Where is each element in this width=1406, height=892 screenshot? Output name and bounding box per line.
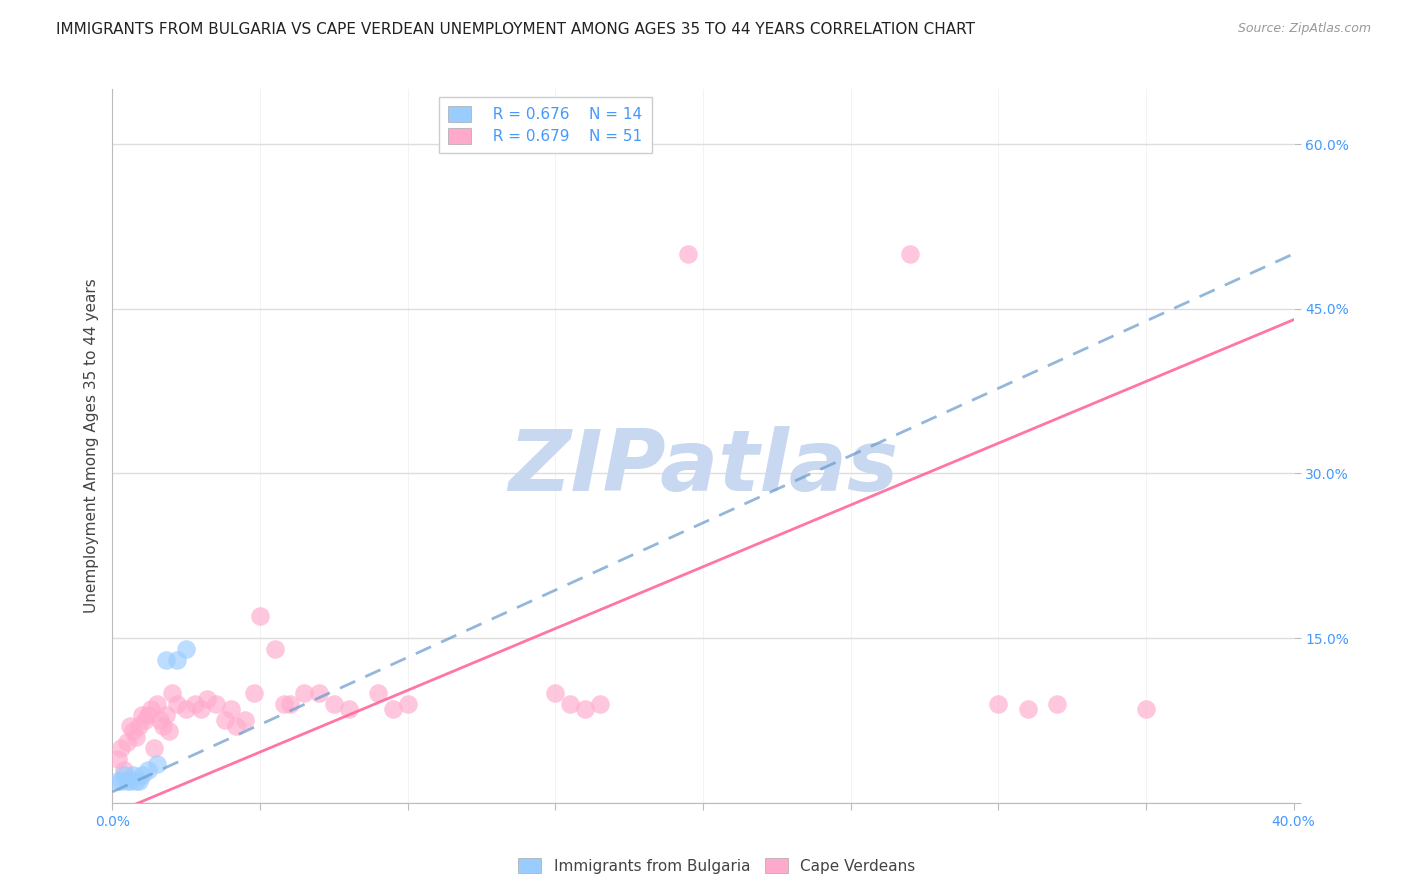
Point [122,724,145,739]
Point [174,702,197,716]
Point [219,702,242,716]
Point [107,773,129,788]
Point [574,702,596,716]
Point [174,642,197,657]
Point [120,773,142,788]
Point [278,697,301,711]
Point [184,697,207,711]
Point [225,719,247,733]
Point [323,697,346,711]
Point [233,714,256,728]
Point [120,719,142,733]
Point [125,730,148,744]
Point [264,642,287,657]
Point [146,697,169,711]
Point [160,686,183,700]
Point [136,763,159,777]
Point [308,686,330,700]
Point [155,653,177,667]
Point [110,740,132,755]
Text: Source: ZipAtlas.com: Source: ZipAtlas.com [1237,22,1371,36]
Point [128,719,150,733]
Point [1046,697,1069,711]
Point [107,752,129,766]
Point [987,697,1010,711]
Point [146,757,169,772]
Point [110,773,132,788]
Legend:   R = 0.676    N = 14,   R = 0.679    N = 51: R = 0.676 N = 14, R = 0.679 N = 51 [439,97,651,153]
Point [558,697,582,711]
Point [243,686,266,700]
Point [117,773,138,788]
Text: ZIPatlas: ZIPatlas [508,425,898,509]
Point [152,719,174,733]
Point [382,702,405,716]
Point [122,768,145,782]
Y-axis label: Unemployment Among Ages 35 to 44 years: Unemployment Among Ages 35 to 44 years [83,278,98,614]
Point [131,768,153,782]
Point [898,247,921,261]
Point [117,735,138,749]
Point [139,702,162,716]
Point [678,247,700,261]
Text: IMMIGRANTS FROM BULGARIA VS CAPE VERDEAN UNEMPLOYMENT AMONG AGES 35 TO 44 YEARS : IMMIGRANTS FROM BULGARIA VS CAPE VERDEAN… [56,22,976,37]
Point [273,697,295,711]
Point [149,714,172,728]
Point [157,724,180,739]
Legend: Immigrants from Bulgaria, Cape Verdeans: Immigrants from Bulgaria, Cape Verdeans [512,852,922,880]
Point [166,697,188,711]
Point [367,686,389,700]
Point [131,708,153,723]
Point [1017,702,1039,716]
Point [249,609,271,624]
Point [128,773,150,788]
Point [292,686,315,700]
Point [195,691,218,706]
Point [112,768,135,782]
Point [337,702,360,716]
Point [166,653,188,667]
Point [112,763,135,777]
Point [396,697,419,711]
Point [136,708,159,723]
Point [142,740,165,755]
Point [205,697,228,711]
Point [190,702,212,716]
Point [1135,702,1157,716]
Point [588,697,610,711]
Point [155,708,177,723]
Point [544,686,567,700]
Point [214,714,236,728]
Point [134,714,156,728]
Point [125,773,148,788]
